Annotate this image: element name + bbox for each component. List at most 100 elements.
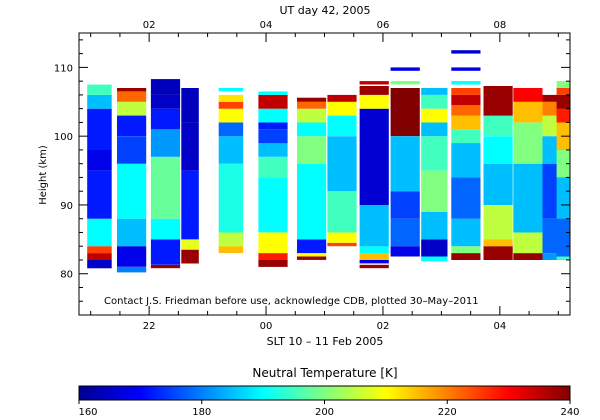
profile-segment <box>451 115 481 130</box>
colorbar-tick-label: 160 <box>78 407 97 418</box>
profile-column <box>327 94 357 247</box>
annotation: Contact J.S. Friedman before use, acknow… <box>104 296 479 307</box>
profile-segment <box>297 122 327 137</box>
profile-segment <box>87 94 112 109</box>
profile-segment <box>451 253 481 260</box>
profile-segment <box>390 218 420 247</box>
profile-column <box>556 81 570 260</box>
profile-segment <box>258 143 288 157</box>
top-tick-label: 06 <box>377 20 390 31</box>
profile-segment <box>258 108 288 123</box>
profile-segment <box>451 129 481 144</box>
profile-column <box>513 88 543 260</box>
profile-segment <box>513 232 543 254</box>
profile-segment <box>390 191 420 219</box>
profile-column <box>483 86 513 260</box>
profile-segment <box>218 108 244 123</box>
profile-segment <box>483 115 513 137</box>
profile-segment <box>421 94 448 109</box>
profile-segment <box>150 239 181 265</box>
colorbar-tick-label: 240 <box>560 407 579 418</box>
profile-segment <box>218 101 244 109</box>
top-tick-label: 08 <box>493 20 506 31</box>
y-tick-label: 80 <box>60 270 73 281</box>
profile-segment <box>117 246 147 267</box>
profile-segment <box>513 88 543 102</box>
bottom-tick-label: 04 <box>493 321 506 332</box>
profile-segment <box>483 163 513 205</box>
profile-column <box>390 67 420 257</box>
profile-segment <box>359 246 389 254</box>
profile-segment <box>359 205 389 247</box>
profile-segment <box>556 177 570 219</box>
profile-segment <box>181 239 199 250</box>
profile-segment <box>359 81 389 85</box>
profile-segment <box>513 122 543 164</box>
profile-segment <box>327 136 357 192</box>
profile-segment <box>421 122 448 137</box>
profile-segment <box>297 108 327 123</box>
profile-column <box>87 84 112 269</box>
profile-segment <box>218 88 244 92</box>
profile-column <box>117 88 147 273</box>
profile-segment <box>150 79 181 95</box>
profile-segment <box>181 249 199 264</box>
profile-segment <box>150 108 181 130</box>
profile-segment <box>451 143 481 178</box>
profile-segment <box>181 88 199 123</box>
profile-segment <box>258 91 288 95</box>
bottom-axis: 22 00 02 04 <box>90 306 559 332</box>
profile-segment <box>421 136 448 171</box>
profile-segment <box>150 156 181 219</box>
profile-segment <box>483 136 513 164</box>
top-axis: 02 04 06 08 <box>90 20 559 42</box>
bottom-tick-label: 02 <box>377 321 390 332</box>
profile-segment <box>451 88 481 95</box>
x-axis-label: SLT 10 – 11 Feb 2005 <box>267 335 384 348</box>
profile-segment <box>327 115 357 137</box>
profile-segment <box>258 122 288 130</box>
bottom-tick-label: 22 <box>143 321 156 332</box>
profile-segment <box>181 122 199 171</box>
profile-segment <box>359 86 389 95</box>
profile-segment <box>513 253 543 260</box>
profile-segment <box>258 260 288 267</box>
profile-segment <box>117 91 147 102</box>
colorbar-tick-label: 220 <box>438 407 457 418</box>
profile-segment <box>542 253 570 260</box>
profile-segment <box>483 239 513 247</box>
profile-segment <box>218 232 244 247</box>
profile-segment <box>556 218 570 257</box>
profile-segment <box>218 94 244 102</box>
profile-segment <box>451 67 481 71</box>
profile-segment <box>297 253 327 257</box>
profile-segment <box>258 232 288 254</box>
profile-segment <box>181 170 199 240</box>
profile-segment <box>359 264 389 269</box>
profile-segment <box>258 129 288 144</box>
profile-segment <box>117 88 147 92</box>
profile-segment <box>150 264 181 269</box>
profile-segment <box>421 88 448 95</box>
profile-segment <box>542 94 570 102</box>
colorbar-title: Neutral Temperature [K] <box>252 366 397 380</box>
profile-segment <box>483 246 513 260</box>
y-tick-label: 90 <box>60 201 73 212</box>
profile-segment <box>390 88 420 137</box>
profile-segment <box>297 256 327 260</box>
profile-segment <box>87 84 112 95</box>
profile-segment <box>218 246 244 254</box>
profile-column <box>359 81 389 269</box>
profile-segment <box>359 253 389 260</box>
profile-segment <box>258 177 288 233</box>
colorbar-ticks: 160 180 200 220 240 <box>78 400 580 418</box>
profile-segment <box>421 108 448 123</box>
profile-segment <box>150 94 181 109</box>
profile-segment <box>451 50 481 54</box>
profile-column <box>218 88 244 254</box>
colorbar-tick-label: 200 <box>315 407 334 418</box>
top-axis-title: UT day 42, 2005 <box>280 4 371 17</box>
profile-segment <box>359 260 389 264</box>
profile-segment <box>327 94 357 102</box>
